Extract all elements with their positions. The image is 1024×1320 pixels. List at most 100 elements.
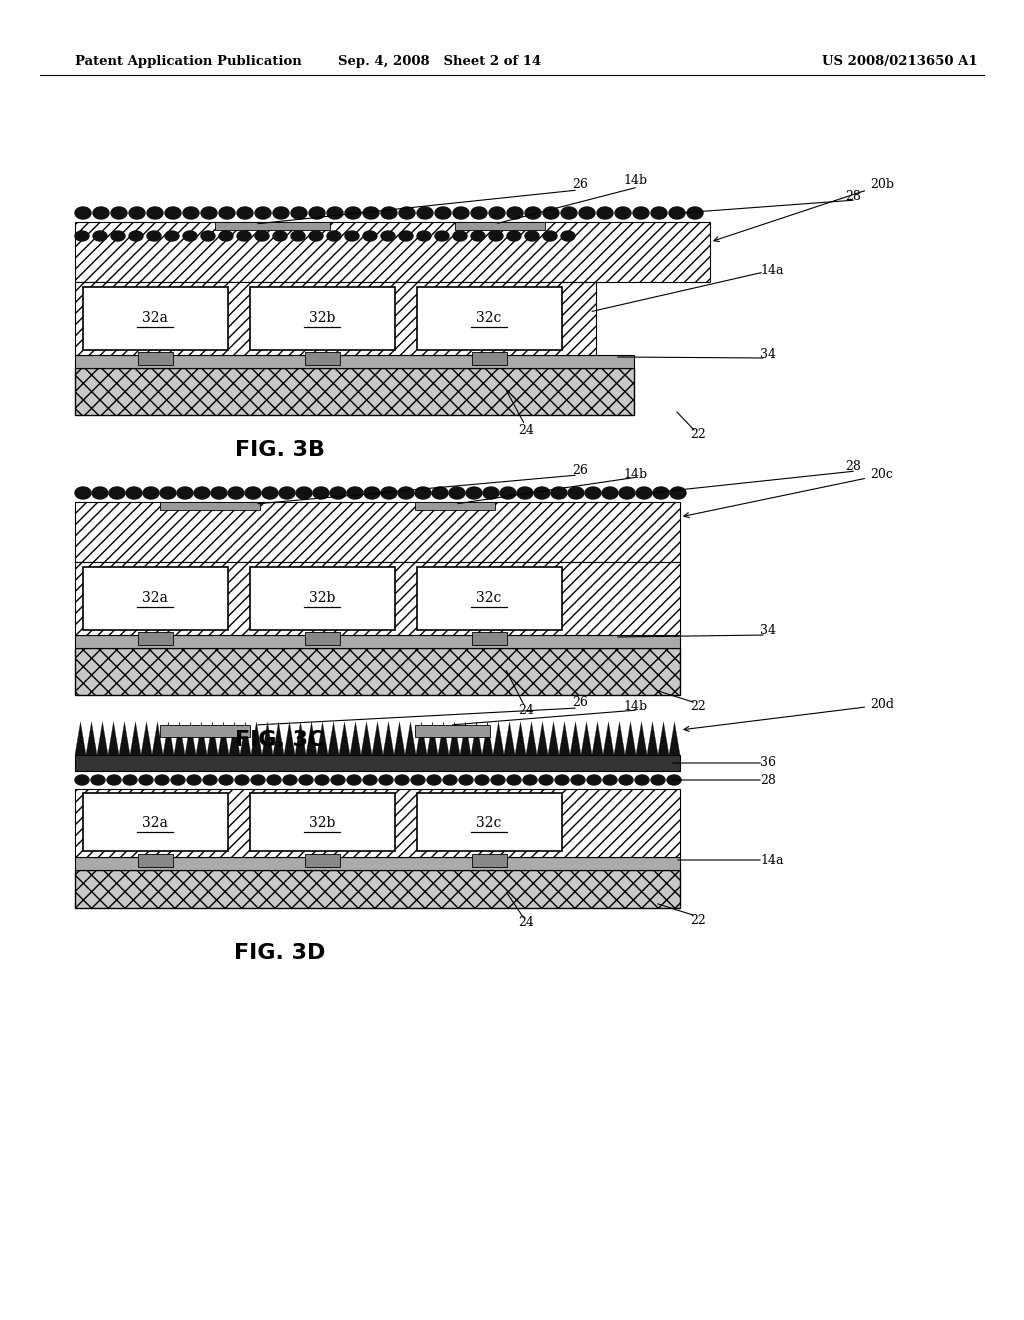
Polygon shape bbox=[262, 722, 273, 755]
Ellipse shape bbox=[273, 231, 287, 242]
Polygon shape bbox=[406, 722, 416, 755]
Ellipse shape bbox=[399, 207, 415, 219]
Bar bbox=[138, 854, 173, 867]
Text: 32b: 32b bbox=[309, 312, 335, 325]
Polygon shape bbox=[185, 722, 196, 755]
Ellipse shape bbox=[273, 207, 289, 219]
Ellipse shape bbox=[160, 487, 176, 499]
Text: 22: 22 bbox=[690, 913, 706, 927]
Ellipse shape bbox=[187, 775, 201, 785]
Ellipse shape bbox=[555, 775, 569, 785]
Ellipse shape bbox=[267, 775, 281, 785]
Ellipse shape bbox=[568, 487, 584, 499]
Ellipse shape bbox=[279, 487, 295, 499]
Ellipse shape bbox=[147, 231, 161, 242]
Ellipse shape bbox=[411, 775, 425, 785]
Ellipse shape bbox=[651, 775, 665, 785]
Bar bbox=[75, 282, 596, 355]
Ellipse shape bbox=[490, 775, 505, 785]
Ellipse shape bbox=[245, 487, 261, 499]
Ellipse shape bbox=[75, 207, 91, 219]
Polygon shape bbox=[416, 722, 427, 755]
Text: 32a: 32a bbox=[142, 312, 168, 325]
Polygon shape bbox=[394, 722, 406, 755]
Ellipse shape bbox=[517, 487, 534, 499]
Bar bbox=[83, 286, 228, 350]
Text: 32a: 32a bbox=[142, 816, 168, 830]
Ellipse shape bbox=[183, 207, 199, 219]
Ellipse shape bbox=[435, 231, 449, 242]
Ellipse shape bbox=[633, 207, 649, 219]
Bar bbox=[75, 502, 680, 562]
Polygon shape bbox=[504, 722, 515, 755]
Text: 26: 26 bbox=[572, 463, 588, 477]
Polygon shape bbox=[306, 722, 317, 755]
Ellipse shape bbox=[507, 775, 521, 785]
Ellipse shape bbox=[500, 487, 516, 499]
Ellipse shape bbox=[453, 207, 469, 219]
Ellipse shape bbox=[345, 231, 359, 242]
Ellipse shape bbox=[111, 231, 125, 242]
Ellipse shape bbox=[362, 207, 379, 219]
Bar bbox=[160, 502, 260, 510]
Polygon shape bbox=[284, 722, 295, 755]
Polygon shape bbox=[493, 722, 504, 755]
Ellipse shape bbox=[309, 231, 323, 242]
Polygon shape bbox=[658, 722, 669, 755]
Text: 34: 34 bbox=[760, 348, 776, 362]
Bar bbox=[472, 632, 507, 645]
Ellipse shape bbox=[507, 207, 523, 219]
Ellipse shape bbox=[75, 487, 91, 499]
Polygon shape bbox=[163, 722, 174, 755]
Ellipse shape bbox=[255, 207, 271, 219]
Text: 26: 26 bbox=[572, 178, 588, 191]
Text: 24: 24 bbox=[518, 424, 534, 437]
Ellipse shape bbox=[251, 775, 265, 785]
Ellipse shape bbox=[579, 207, 595, 219]
Polygon shape bbox=[75, 722, 86, 755]
Polygon shape bbox=[449, 722, 460, 755]
Polygon shape bbox=[438, 722, 449, 755]
Ellipse shape bbox=[92, 487, 108, 499]
Text: 20d: 20d bbox=[684, 698, 894, 731]
Ellipse shape bbox=[459, 775, 473, 785]
Ellipse shape bbox=[471, 207, 487, 219]
Ellipse shape bbox=[219, 207, 234, 219]
Text: Patent Application Publication: Patent Application Publication bbox=[75, 55, 302, 69]
Ellipse shape bbox=[177, 487, 193, 499]
Polygon shape bbox=[273, 722, 284, 755]
Ellipse shape bbox=[364, 487, 380, 499]
Ellipse shape bbox=[327, 231, 341, 242]
Polygon shape bbox=[207, 722, 218, 755]
Ellipse shape bbox=[669, 207, 685, 219]
Bar bbox=[250, 793, 395, 851]
Polygon shape bbox=[636, 722, 647, 755]
Bar bbox=[75, 789, 680, 857]
Bar bbox=[160, 725, 250, 737]
Bar bbox=[415, 725, 490, 737]
Ellipse shape bbox=[587, 775, 601, 785]
Ellipse shape bbox=[489, 207, 505, 219]
Ellipse shape bbox=[234, 775, 249, 785]
Polygon shape bbox=[548, 722, 559, 755]
Ellipse shape bbox=[194, 487, 210, 499]
Ellipse shape bbox=[315, 775, 329, 785]
Ellipse shape bbox=[171, 775, 185, 785]
Bar bbox=[417, 286, 562, 350]
Polygon shape bbox=[625, 722, 636, 755]
Ellipse shape bbox=[143, 487, 159, 499]
Bar bbox=[83, 568, 228, 630]
Ellipse shape bbox=[75, 775, 89, 785]
Ellipse shape bbox=[283, 775, 297, 785]
Polygon shape bbox=[592, 722, 603, 755]
Bar bbox=[75, 562, 680, 635]
Polygon shape bbox=[427, 722, 438, 755]
Ellipse shape bbox=[466, 487, 482, 499]
Ellipse shape bbox=[443, 775, 457, 785]
Ellipse shape bbox=[471, 231, 485, 242]
Ellipse shape bbox=[129, 231, 143, 242]
Bar bbox=[75, 857, 680, 870]
Ellipse shape bbox=[561, 231, 575, 242]
Bar bbox=[75, 355, 634, 368]
Bar bbox=[75, 368, 634, 414]
